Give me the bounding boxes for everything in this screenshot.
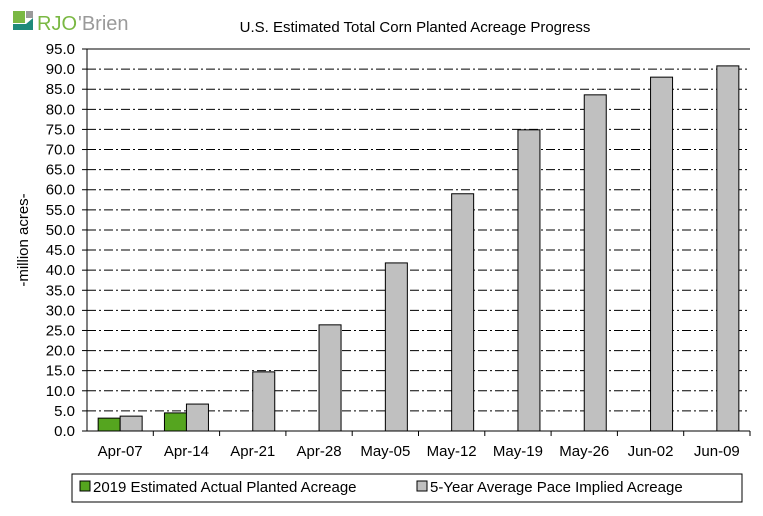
legend-swatch-2019 [79,480,91,492]
bar-5yr-avg [451,193,475,432]
legend-swatch-5yr [416,480,428,492]
bar-5yr-avg [650,76,674,432]
y-tick-label: 90.0 [46,61,75,78]
y-tick-label: 10.0 [46,383,75,400]
y-tick-label: 80.0 [46,101,75,118]
x-tick-label: Apr-28 [297,443,342,460]
logo-mark [13,11,25,23]
logo: RJO 'Brien [13,11,129,35]
bar-5yr-avg [318,324,342,432]
y-tick-label: 0.0 [54,423,75,440]
x-tick-label: May-19 [493,443,543,460]
y-tick-label: 25.0 [46,322,75,339]
y-tick-label: 60.0 [46,182,75,199]
svg-text:'Brien: 'Brien [78,13,129,35]
y-tick-label: 75.0 [46,121,75,138]
x-tick-label: May-05 [360,443,410,460]
logo-text: RJO [37,13,77,35]
bar-5yr-avg [583,94,607,432]
y-tick-label: 20.0 [46,343,75,360]
x-tick-label: Apr-21 [230,443,275,460]
y-tick-label: 5.0 [54,403,75,420]
bar-5yr-avg [252,371,276,432]
y-tick-label: 35.0 [46,282,75,299]
x-tick-label: May-12 [427,443,477,460]
x-tick-label: Jun-02 [628,443,674,460]
y-tick-label: 15.0 [46,363,75,380]
y-tick-label: 70.0 [46,142,75,159]
y-axis-label: -million acres- [15,193,32,286]
chart-title: U.S. Estimated Total Corn Planted Acreag… [240,19,591,36]
y-tick-label: 45.0 [46,242,75,259]
y-tick-label: 30.0 [46,302,75,319]
bar-5yr-avg [517,129,541,432]
x-tick-label: Apr-14 [164,443,209,460]
bar-2019 [163,412,187,432]
y-tick-label: 65.0 [46,162,75,179]
y-tick-label: 95.0 [46,41,75,58]
legend: 2019 Estimated Actual Planted Acreage 5-… [71,473,743,503]
bar-2019 [97,417,121,432]
legend-label-2019: 2019 Estimated Actual Planted Acreage [93,479,357,496]
x-tick-label: May-26 [559,443,609,460]
bar-5yr-avg [384,262,408,432]
x-tick-label: Jun-09 [694,443,740,460]
x-tick-label: Apr-07 [98,443,143,460]
bar-5yr-avg [716,65,740,432]
y-tick-label: 55.0 [46,202,75,219]
y-tick-label: 40.0 [46,262,75,279]
legend-label-5yr: 5-Year Average Pace Implied Acreage [430,479,683,496]
bar-5yr-avg [185,403,209,432]
y-tick-label: 50.0 [46,222,75,239]
bar-5yr-avg [119,415,143,432]
y-tick-label: 85.0 [46,81,75,98]
